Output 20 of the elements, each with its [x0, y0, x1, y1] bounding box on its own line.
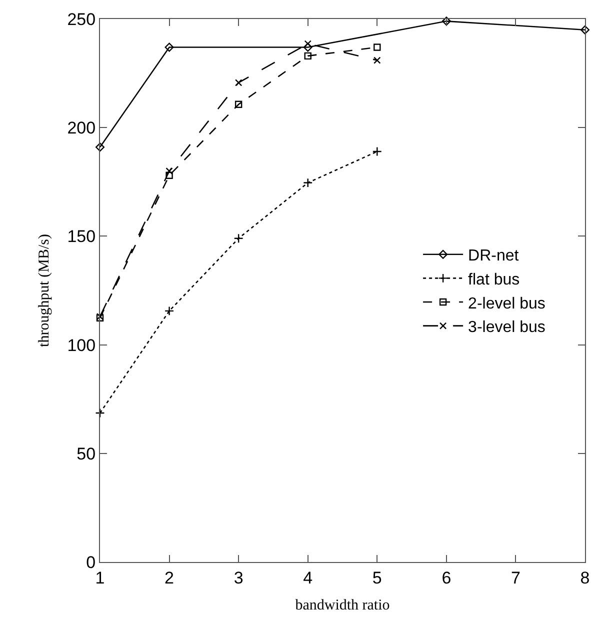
y-tick-label: 150 — [67, 227, 96, 246]
x-tick-label: 8 — [580, 568, 590, 588]
x-tick-label: 1 — [95, 568, 105, 588]
y-tick-label: 0 — [86, 552, 96, 572]
legend-label: 2-level bus — [468, 295, 546, 312]
legend-label: flat bus — [468, 271, 520, 288]
legend-label: DR-net — [468, 248, 520, 265]
x-tick-label: 3 — [234, 568, 244, 588]
x-axis-title: bandwidth ratio — [295, 597, 390, 614]
x-tick-label: 5 — [372, 568, 382, 588]
x-tick-label: 4 — [303, 568, 313, 588]
legend-label: 3-level bus — [468, 319, 546, 336]
y-tick-label: 100 — [67, 336, 96, 355]
y-tick-label: 50 — [76, 444, 96, 464]
y-tick-label: 200 — [67, 118, 96, 138]
x-tick-label: 2 — [164, 568, 174, 588]
y-axis-title: throughput (MB/s) — [36, 234, 52, 347]
y-tick-label: 250 — [67, 10, 96, 29]
x-tick-label: 7 — [510, 568, 520, 588]
x-tick-label: 6 — [442, 568, 452, 588]
